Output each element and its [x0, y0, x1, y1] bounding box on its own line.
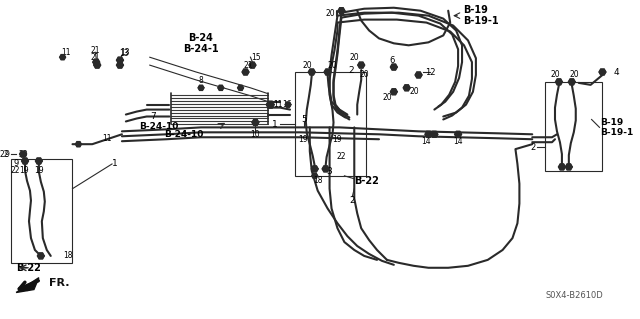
Text: 19: 19 [298, 135, 308, 144]
Text: 19: 19 [333, 135, 342, 144]
Polygon shape [242, 69, 249, 75]
Polygon shape [568, 79, 575, 85]
Text: 20: 20 [550, 70, 560, 79]
Polygon shape [116, 62, 124, 68]
Polygon shape [252, 119, 259, 125]
Text: B-19
B-19-1: B-19 B-19-1 [600, 118, 634, 137]
Text: B-19
B-19-1: B-19 B-19-1 [463, 5, 499, 26]
Text: 9: 9 [13, 160, 19, 168]
Bar [295, 72, 366, 176]
Text: 19: 19 [19, 167, 29, 175]
Text: B-24-10: B-24-10 [164, 130, 204, 139]
Text: 1: 1 [273, 120, 278, 129]
Text: 6: 6 [389, 56, 394, 65]
Polygon shape [425, 131, 432, 137]
Text: 8: 8 [198, 77, 204, 85]
Text: 9: 9 [4, 150, 9, 159]
Polygon shape [249, 62, 256, 68]
Text: 20: 20 [349, 53, 359, 62]
Polygon shape [311, 166, 318, 172]
Text: B-22: B-22 [355, 176, 379, 186]
Polygon shape [358, 62, 365, 68]
Polygon shape [431, 131, 438, 137]
Text: 1: 1 [112, 160, 118, 168]
Text: 20: 20 [326, 9, 335, 18]
Polygon shape [93, 62, 100, 68]
Polygon shape [454, 131, 461, 137]
Text: 2: 2 [349, 196, 355, 205]
Polygon shape [22, 158, 29, 164]
Polygon shape [338, 8, 345, 14]
Text: 11: 11 [273, 100, 283, 109]
Text: 21: 21 [90, 46, 100, 55]
Polygon shape [20, 151, 26, 157]
Polygon shape [285, 102, 291, 107]
Text: 3: 3 [326, 167, 332, 176]
Text: 20: 20 [303, 61, 312, 70]
Polygon shape [312, 173, 317, 178]
Polygon shape [266, 101, 274, 108]
Text: 22: 22 [337, 152, 346, 160]
Text: 12: 12 [425, 68, 436, 77]
Text: 20: 20 [410, 87, 419, 96]
Polygon shape [308, 69, 316, 75]
Text: 20: 20 [359, 70, 369, 79]
Polygon shape [76, 142, 81, 147]
Text: 2: 2 [349, 65, 354, 75]
Text: 15: 15 [252, 53, 261, 62]
Polygon shape [415, 72, 422, 78]
Text: 20: 20 [382, 93, 392, 102]
Text: 5: 5 [301, 115, 307, 124]
Text: 16: 16 [282, 100, 292, 109]
Text: 18: 18 [313, 176, 323, 185]
Text: 22: 22 [10, 167, 20, 175]
Polygon shape [559, 164, 565, 170]
Text: 4: 4 [614, 68, 619, 77]
Text: 11: 11 [61, 48, 70, 57]
Text: 20: 20 [570, 70, 580, 79]
Text: 18: 18 [63, 251, 72, 260]
Text: 10: 10 [251, 130, 260, 139]
Text: 14: 14 [422, 137, 431, 146]
Polygon shape [37, 253, 44, 259]
Polygon shape [599, 69, 606, 75]
Text: 21: 21 [90, 53, 100, 62]
Polygon shape [218, 85, 224, 90]
Text: 20: 20 [19, 150, 28, 159]
Text: 2: 2 [530, 143, 535, 152]
Text: 22: 22 [0, 150, 9, 159]
Polygon shape [556, 79, 563, 85]
Polygon shape [16, 278, 39, 293]
Polygon shape [390, 64, 397, 70]
Text: S0X4-B2610D: S0X4-B2610D [545, 291, 603, 300]
Polygon shape [403, 85, 410, 91]
Text: 13: 13 [119, 49, 129, 58]
Bar [545, 82, 602, 171]
Polygon shape [237, 85, 244, 90]
Polygon shape [322, 166, 329, 172]
Text: 21: 21 [244, 61, 253, 70]
Polygon shape [390, 89, 397, 95]
Polygon shape [93, 59, 100, 65]
Text: 19: 19 [34, 167, 44, 175]
Text: B-24
B-24-1: B-24 B-24-1 [183, 33, 219, 54]
Text: 13: 13 [120, 48, 130, 57]
Text: B-22: B-22 [16, 263, 41, 273]
Polygon shape [116, 57, 124, 63]
Polygon shape [324, 69, 331, 75]
Text: 7: 7 [150, 112, 156, 121]
Text: B-24-10: B-24-10 [139, 122, 178, 131]
Text: 11: 11 [102, 134, 112, 143]
Polygon shape [35, 158, 42, 164]
Bar [11, 159, 72, 263]
Polygon shape [198, 85, 204, 90]
Text: FR.: FR. [49, 278, 69, 288]
Text: 20: 20 [328, 61, 337, 70]
Text: 14: 14 [453, 137, 463, 146]
Polygon shape [60, 55, 65, 60]
Polygon shape [565, 164, 572, 170]
